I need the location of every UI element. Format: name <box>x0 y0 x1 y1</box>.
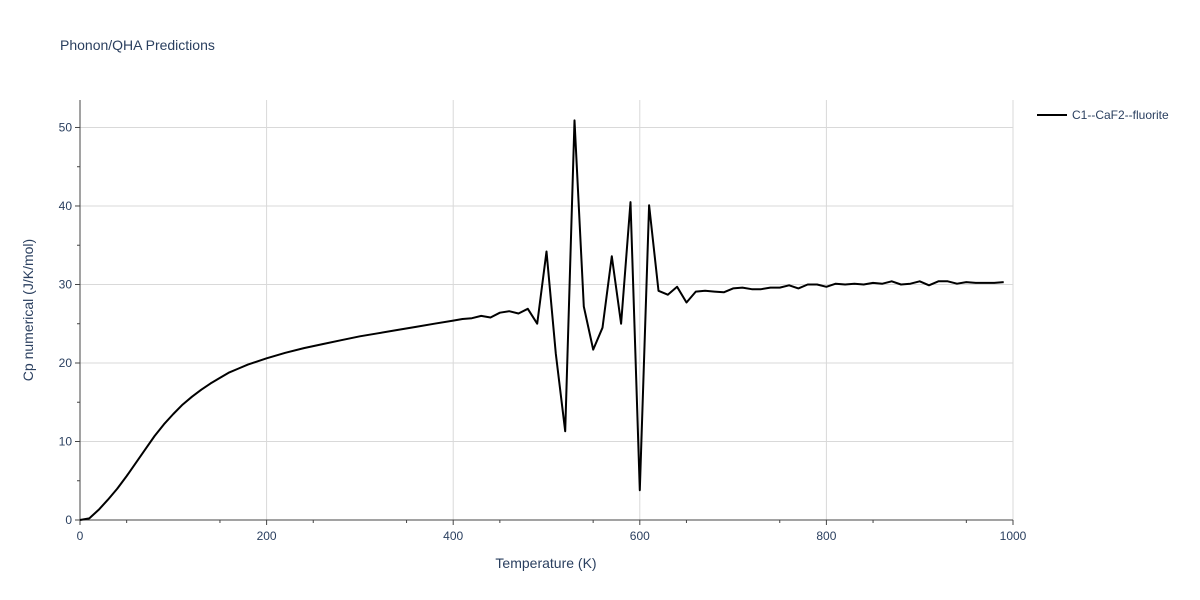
legend-label[interactable]: C1--CaF2--fluorite <box>1072 108 1169 122</box>
x-tick-label: 400 <box>443 529 463 543</box>
series-line <box>79 119 1004 521</box>
y-axis-title: Cp numerical (J/K/mol) <box>20 239 36 381</box>
x-tick-label: 800 <box>816 529 836 543</box>
chart-title: Phonon/QHA Predictions <box>60 37 215 53</box>
y-tick-label: 0 <box>65 513 72 527</box>
y-tick-label: 20 <box>59 356 73 370</box>
y-tick-label: 50 <box>59 120 73 134</box>
x-axis-title: Temperature (K) <box>495 555 596 571</box>
x-tick-label: 600 <box>630 529 650 543</box>
axes: 0 10 20 30 40 50 0 200 400 600 800 1000 <box>59 100 1027 543</box>
legend[interactable]: C1--CaF2--fluorite <box>1037 108 1169 122</box>
plot-area <box>79 119 1004 521</box>
x-tick-label: 1000 <box>1000 529 1027 543</box>
y-tick-label: 40 <box>59 199 73 213</box>
grid-lines <box>80 100 1014 520</box>
x-tick-label: 0 <box>77 529 84 543</box>
x-tick-label: 200 <box>257 529 277 543</box>
y-tick-label: 30 <box>59 277 73 291</box>
y-tick-label: 10 <box>59 434 73 448</box>
